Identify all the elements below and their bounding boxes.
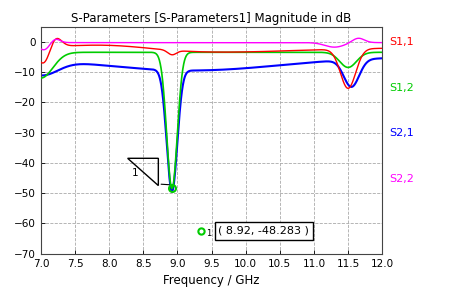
Text: ( 8.92, -48.283 ): ( 8.92, -48.283 ): [218, 226, 309, 236]
Title: S-Parameters [S-Parameters1] Magnitude in dB: S-Parameters [S-Parameters1] Magnitude i…: [71, 12, 352, 25]
Text: S2,2: S2,2: [389, 174, 414, 184]
Text: S1,1: S1,1: [389, 37, 414, 47]
Text: S1,2: S1,2: [389, 83, 414, 93]
Text: S2,1: S2,1: [389, 128, 414, 138]
Text: 1: 1: [131, 168, 138, 178]
Text: 1: 1: [206, 229, 212, 238]
X-axis label: Frequency / GHz: Frequency / GHz: [163, 274, 260, 287]
